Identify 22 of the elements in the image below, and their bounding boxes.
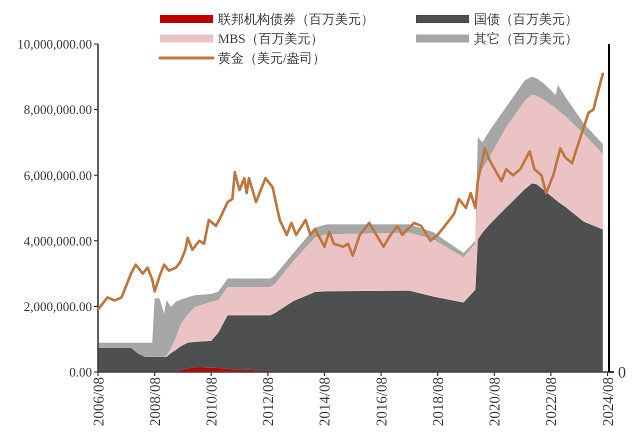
x-tick-label: 2018/08 <box>430 377 447 426</box>
x-tick-label: 2022/08 <box>544 377 560 426</box>
legend-label: 国债（百万美元） <box>474 12 578 27</box>
y-tick-label: 4,000,000.00 <box>24 233 92 248</box>
legend-label: 黄金（美元/盎司） <box>218 50 326 66</box>
x-tick-label: 2006/08 <box>91 377 108 426</box>
x-tick-label: 2020/08 <box>488 377 504 426</box>
legend-label: MBS（百万美元） <box>218 31 324 46</box>
y-tick-label: 0.00 <box>69 364 92 380</box>
y-tick-label: 2,000,000.00 <box>24 298 92 314</box>
y-tick-label: 10,000,000.00 <box>17 36 92 52</box>
y-tick-label: 8,000,000.00 <box>24 102 92 118</box>
x-tick-label: 2024/08 <box>600 377 617 426</box>
legend-label: 联邦机构债券（百万美元） <box>218 12 374 27</box>
x-tick-label: 2014/08 <box>318 377 334 426</box>
x-tick-label: 2016/08 <box>374 377 390 426</box>
x-tick-label: 2008/08 <box>148 377 164 426</box>
legend-label: 其它（百万美元） <box>474 31 578 46</box>
x-tick-label: 2010/08 <box>204 377 220 426</box>
x-tick-label: 2012/08 <box>261 377 278 426</box>
text: 0 <box>618 364 626 382</box>
y-tick-label: 6,000,000.00 <box>24 168 92 183</box>
